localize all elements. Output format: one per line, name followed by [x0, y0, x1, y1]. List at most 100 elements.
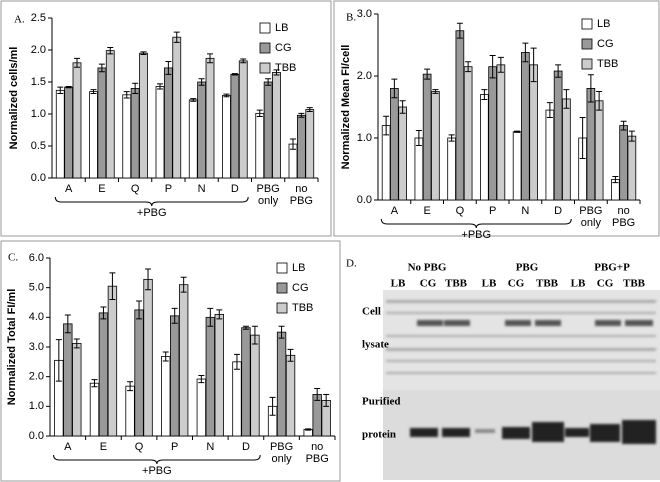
- bar: [586, 88, 596, 201]
- gel-lane-label: TBB: [445, 278, 468, 290]
- error-bar: [132, 82, 139, 95]
- x-tick-label: E: [99, 441, 108, 453]
- bar: [197, 81, 207, 179]
- x-tick-label: N: [521, 205, 530, 217]
- gel-lysate: [383, 290, 660, 390]
- error-bar: [242, 325, 249, 330]
- error-bar: [127, 381, 134, 392]
- error-bar: [231, 73, 238, 76]
- error-bar: [171, 307, 178, 324]
- bar: [134, 309, 144, 437]
- bar: [422, 73, 432, 201]
- panel-label: B.: [346, 12, 356, 24]
- gel-panel: [383, 290, 660, 480]
- x-tick-label: PBG only: [256, 183, 280, 207]
- x-tick-label: A: [390, 205, 399, 217]
- error-bar: [207, 53, 214, 64]
- x-tick-label-box: PBG only: [579, 205, 603, 229]
- y-tick-label: 3.0: [357, 8, 372, 20]
- gel-lane-label: CG: [508, 278, 525, 290]
- x-tick-label-box: A: [390, 205, 399, 217]
- x-tick-label: no PBG: [305, 441, 329, 465]
- legend-swatch: [276, 262, 288, 274]
- error-bar: [173, 31, 180, 43]
- error-bar: [314, 388, 321, 401]
- error-bar: [620, 120, 627, 131]
- bar: [125, 385, 135, 437]
- bar: [398, 106, 407, 201]
- y-tick-label: 2.5: [31, 12, 46, 24]
- error-bar: [162, 351, 169, 362]
- legend-label: LB: [275, 22, 288, 34]
- error-bar: [399, 100, 406, 114]
- bar: [619, 125, 628, 201]
- x-tick-label: Q: [455, 205, 465, 217]
- error-bar: [180, 276, 187, 293]
- bar: [63, 323, 73, 437]
- bar: [305, 109, 315, 179]
- error-bar: [156, 83, 163, 90]
- legend-label: TBB: [597, 58, 618, 70]
- error-bar: [269, 396, 276, 416]
- bar: [97, 67, 107, 179]
- x-tick-label-box: Q: [130, 183, 140, 195]
- error-bar: [107, 46, 114, 55]
- error-bar: [100, 306, 107, 320]
- legend-label: LB: [292, 262, 305, 274]
- error-bar: [489, 55, 496, 79]
- error-bar: [251, 325, 258, 345]
- bar: [178, 284, 189, 437]
- y-tick-label: 0.0: [29, 430, 44, 442]
- bar: [431, 91, 440, 201]
- x-tick-label-box: D: [231, 183, 239, 195]
- bracket: [53, 454, 261, 465]
- legend-swatch: [276, 282, 288, 294]
- error-bar: [514, 130, 521, 133]
- bar: [521, 52, 530, 201]
- gel-lane-label: CG: [597, 278, 614, 290]
- error-bar: [74, 57, 81, 68]
- y-axis-label: Normalized cells/ml: [8, 47, 20, 150]
- y-tick-label: 0.5: [31, 140, 46, 152]
- bar: [214, 313, 224, 437]
- bar: [414, 137, 424, 201]
- x-tick-label: Q: [130, 183, 140, 195]
- error-bar: [323, 393, 330, 407]
- bar: [170, 315, 180, 437]
- error-bar: [145, 268, 152, 291]
- x-tick-label-box: no PBG: [305, 441, 329, 465]
- bar: [529, 64, 538, 201]
- gel-group-label: No PBG: [408, 262, 447, 274]
- bar: [381, 125, 391, 201]
- y-tick-label: 3.0: [29, 341, 44, 353]
- bar: [496, 64, 506, 201]
- x-tick-label-box: D: [554, 205, 562, 217]
- bar: [463, 66, 473, 201]
- legend-swatch: [259, 62, 271, 74]
- bar: [107, 285, 118, 437]
- annotation: +PBG: [142, 465, 172, 477]
- bar: [155, 86, 165, 179]
- gel-row-label: Purified: [362, 396, 401, 408]
- x-tick-label: PBG only: [579, 205, 603, 229]
- y-tick-label: 0.0: [31, 172, 46, 184]
- error-bar: [198, 374, 205, 384]
- panel-label: C.: [8, 252, 18, 264]
- bar: [627, 135, 637, 201]
- bar: [455, 30, 465, 201]
- x-tick-label-box: Q: [135, 441, 144, 453]
- x-tick-label-box: no PBG: [290, 183, 313, 207]
- error-bar: [91, 379, 98, 388]
- bar: [263, 81, 273, 179]
- error-bar: [465, 61, 472, 73]
- bar: [230, 73, 240, 179]
- x-tick-label: D: [241, 441, 250, 453]
- legend-swatch: [581, 18, 593, 30]
- legend-label: CG: [597, 38, 614, 50]
- y-tick-label: 1.0: [31, 108, 46, 120]
- bar: [222, 95, 231, 179]
- bar: [72, 62, 82, 179]
- error-bar: [596, 91, 603, 111]
- x-tick-label: N: [206, 441, 215, 453]
